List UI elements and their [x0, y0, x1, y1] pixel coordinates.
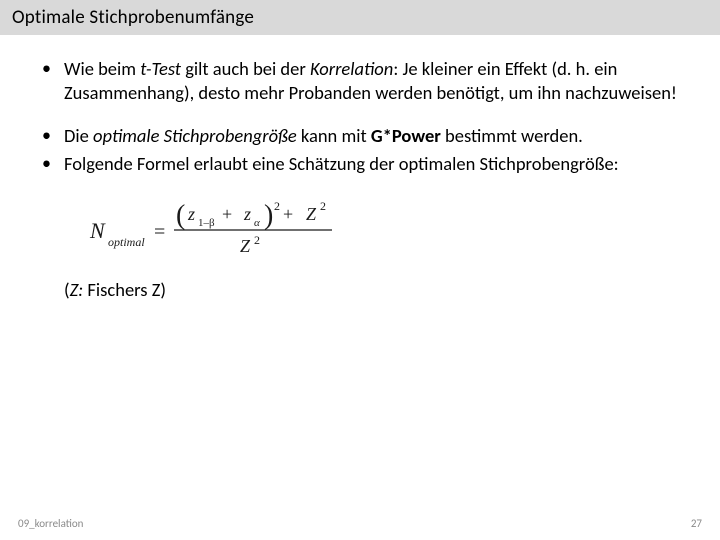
slide-content: Wie beim t-Test gilt auch bei der Korrel… — [0, 35, 720, 301]
bullet-1: Wie beim t-Test gilt auch bei der Korrel… — [40, 57, 680, 104]
formula-Znum-sup: 2 — [320, 199, 326, 213]
text-italic: optimale Stichprobengröße — [93, 124, 301, 147]
bullet-list: Wie beim t-Test gilt auch bei der Korrel… — [40, 57, 680, 176]
formula-svg: N optimal = ( z 1–β + z α ) 2 + Z 2 — [88, 196, 388, 264]
text: Die — [64, 124, 93, 147]
z-footnote: (Z: Fischers Z) — [40, 278, 680, 302]
formula-z1-sub: 1–β — [198, 217, 215, 229]
formula-Zden-sup: 2 — [254, 233, 260, 247]
formula-N-sub: optimal — [108, 235, 145, 249]
text: kann mit — [301, 124, 371, 147]
footer: 09_korrelation 27 — [0, 517, 720, 530]
text-italic: t-Test — [140, 57, 185, 80]
text: Wie beim — [64, 57, 140, 80]
formula-z1: z — [187, 204, 195, 224]
title-bar: Optimale Stichprobenumfänge — [0, 0, 720, 35]
bullet-3: Folgende Formel erlaubt eine Schätzung d… — [40, 152, 680, 176]
text-italic: Korrelation — [310, 57, 393, 80]
formula-sq1: 2 — [274, 199, 280, 213]
text: bestimmt werden. — [445, 124, 583, 147]
formula: N optimal = ( z 1–β + z α ) 2 + Z 2 — [88, 196, 680, 264]
paren-open: ( — [176, 200, 185, 231]
text-italic: Z: — [70, 278, 88, 301]
formula-Zden: Z — [240, 236, 251, 256]
bullet-2: Die optimale Stichprobengröße kann mit G… — [40, 124, 680, 148]
formula-z2-sub: α — [254, 217, 260, 229]
formula-eq: = — [154, 221, 165, 243]
text: Folgende Formel erlaubt eine Schätzung d… — [64, 152, 619, 175]
text: gilt auch bei der — [185, 57, 310, 80]
slide-title: Optimale Stichprobenumfänge — [12, 6, 708, 29]
formula-Znum: Z — [306, 204, 317, 224]
text-bold: G*Power — [371, 124, 445, 147]
footer-left: 09_korrelation — [18, 517, 83, 530]
text: ) — [160, 278, 166, 301]
formula-N: N — [89, 218, 106, 243]
formula-z2: z — [243, 204, 251, 224]
paren-close: ) — [264, 200, 273, 231]
formula-plus2: + — [283, 204, 293, 224]
text: Fischers Z — [87, 278, 160, 301]
footer-page-number: 27 — [691, 517, 702, 530]
formula-plus: + — [222, 204, 232, 224]
